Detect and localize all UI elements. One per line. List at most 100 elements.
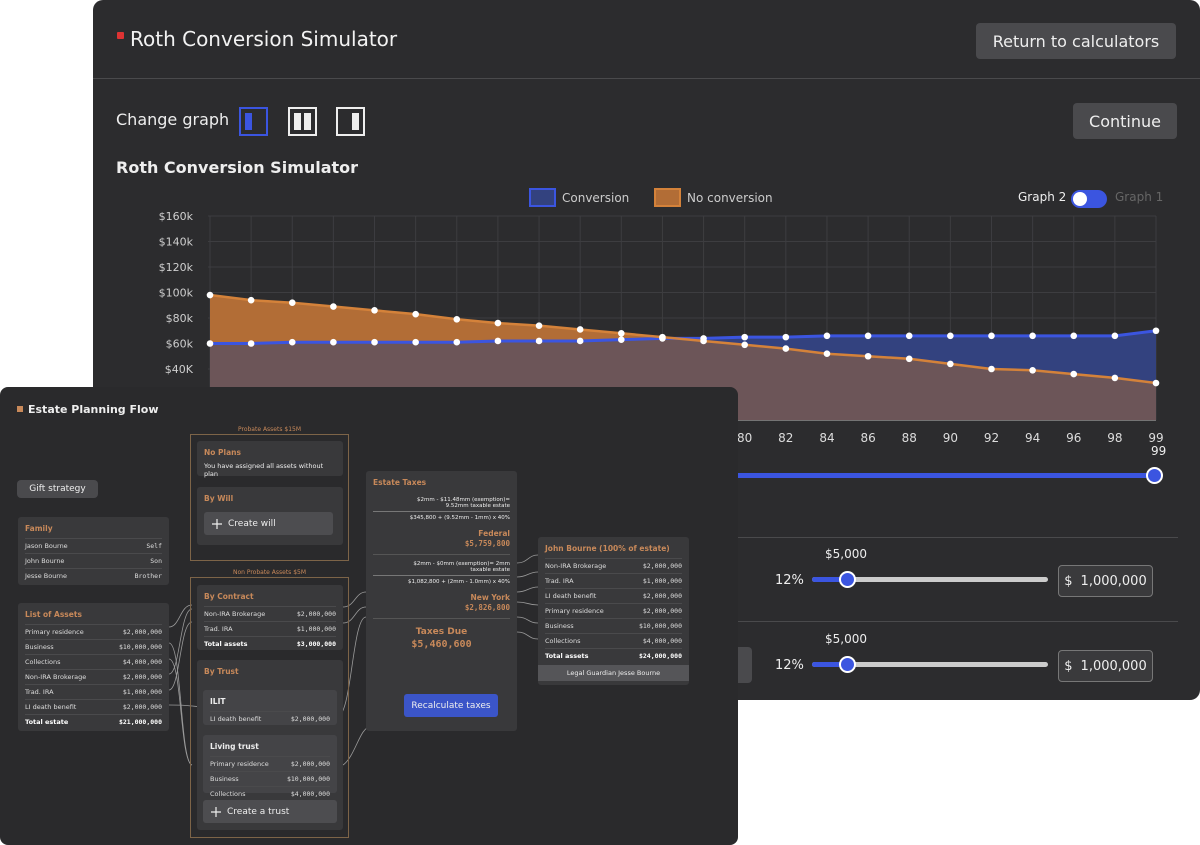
row: Primary residence $2,000,000 <box>25 624 162 639</box>
gift-strategy-button[interactable]: Gift strategy <box>17 480 98 498</box>
divider <box>738 537 1178 538</box>
cell: Son <box>150 557 162 565</box>
y-tick-label: $100k <box>159 287 194 300</box>
cell: $21,000,000 <box>118 718 162 726</box>
recalculate-button[interactable]: Recalculate taxes <box>404 694 498 717</box>
cell: Jason Bourne <box>25 542 68 550</box>
cell: Total assets <box>204 640 248 648</box>
x-tick-label: 80 <box>737 431 752 445</box>
cell: $2,000,000 <box>642 562 682 570</box>
cell: LI death benefit <box>25 703 77 711</box>
cell: $4,000,000 <box>122 658 162 666</box>
y-tick-label: $60k <box>166 338 194 351</box>
cell: Business <box>545 622 574 630</box>
window-title: Roth Conversion Simulator <box>130 27 398 51</box>
age-slider[interactable] <box>733 473 1155 478</box>
point <box>206 291 214 299</box>
slider-track[interactable] <box>812 662 1048 667</box>
change-graph-label: Change graph <box>116 110 230 129</box>
point <box>1152 379 1160 387</box>
slider-knob[interactable] <box>839 656 856 673</box>
point <box>741 341 748 349</box>
legend-swatch[interactable] <box>529 188 556 207</box>
x-tick-label: 90 <box>943 431 958 445</box>
point <box>741 333 748 341</box>
row: Non-IRA Brokerage $2,000,000 <box>25 669 162 684</box>
formula: $2mm - $11.48mm (exemption)= 9.52mm taxa… <box>373 497 510 512</box>
create-will-button[interactable]: Create will <box>204 512 333 535</box>
cell: LI death benefit <box>545 592 597 600</box>
x-tick-label: 99 <box>1148 431 1163 445</box>
legend-label: Conversion <box>562 191 629 205</box>
amount-input[interactable]: $1,000,000 <box>1058 565 1153 597</box>
age-slider-value: 99 <box>1151 444 1167 458</box>
group-label: Non Probate Assets $5M <box>232 569 307 576</box>
taxes-due-amount: $5,460,600 <box>411 639 472 650</box>
cell: Business <box>25 643 54 651</box>
row: Trad. IRA $1,000,000 <box>545 573 682 588</box>
return-button[interactable]: Return to calculators <box>976 23 1176 59</box>
rows: Primary residence $2,000,000 Business $10,0… <box>25 624 162 714</box>
x-tick-label: 84 <box>819 431 834 445</box>
brand-dot <box>17 406 23 412</box>
group-label: Probate Assets $15M <box>237 426 302 433</box>
point <box>288 338 296 346</box>
y-tick-label: $140k <box>159 236 194 249</box>
no-plans-card: No Plans You have assigned all assets wi… <box>197 441 343 478</box>
formula: $2mm - $0mm (exemption)= 2mm taxable est… <box>373 561 510 576</box>
panel-footer: Legal Guardian Jesse Bourne <box>538 665 689 681</box>
point <box>1111 374 1119 382</box>
tax-amount: $5,759,800 <box>373 539 510 555</box>
cell: $2,000,000 <box>642 592 682 600</box>
cell: $2,000,000 <box>122 628 162 636</box>
cell: $10,000,000 <box>118 643 162 651</box>
plus-icon <box>211 806 221 817</box>
graph-toggle[interactable] <box>1071 190 1107 208</box>
layout-split[interactable] <box>288 107 317 136</box>
y-tick-label: $40K <box>165 363 194 376</box>
point <box>1070 370 1078 378</box>
cell: Primary residence <box>210 760 269 768</box>
total-row: Total assets $24,000,000 <box>545 648 682 663</box>
row: LI death benefit $2,000,000 <box>545 588 682 603</box>
rate-label: 12% <box>775 658 804 673</box>
input-currency: $ <box>1064 573 1073 589</box>
point <box>1070 332 1078 340</box>
x-tick-label: 86 <box>860 431 875 445</box>
create-trust-button[interactable]: Create a trust <box>203 800 337 823</box>
chart-title: Roth Conversion Simulator <box>116 158 359 177</box>
by-contract-card: By Contract Non-IRA Brokerage $2,000,000 T… <box>197 585 343 650</box>
layout-single[interactable] <box>239 107 268 136</box>
row: Trad. IRA $1,000,000 <box>25 684 162 699</box>
row: LI death benefit $2,000,000 <box>25 699 162 714</box>
cell: $2,000,000 <box>642 607 682 615</box>
tax-label: New York <box>470 593 511 602</box>
total-row: Total assets $3,000,000 <box>204 636 336 651</box>
row: Business $10,000,000 <box>210 771 330 786</box>
cell: $4,000,000 <box>290 790 330 798</box>
row: Business $10,000,000 <box>25 639 162 654</box>
x-tick-label: 82 <box>778 431 793 445</box>
point <box>453 315 461 323</box>
layout-right[interactable] <box>336 107 365 136</box>
x-tick-label: 92 <box>984 431 999 445</box>
cell: Collections <box>545 637 581 645</box>
cell: Total assets <box>545 652 589 660</box>
row: Primary residence $2,000,000 <box>210 756 330 771</box>
continue-button[interactable]: Continue <box>1073 103 1177 139</box>
slider-track[interactable] <box>812 577 1048 582</box>
slider-knob[interactable] <box>839 571 856 588</box>
cell: $3,000,000 <box>296 640 336 648</box>
point <box>494 319 502 327</box>
card-heading: By Trust <box>204 667 239 676</box>
cell: Trad. IRA <box>204 625 233 633</box>
rate-label: 12% <box>775 573 804 588</box>
x-tick-label: 98 <box>1107 431 1122 445</box>
legend-swatch[interactable] <box>654 188 681 207</box>
cell: $2,000,000 <box>296 610 336 618</box>
amount-input[interactable]: $1,000,000 <box>1058 650 1153 682</box>
age-slider-knob[interactable] <box>1146 467 1163 484</box>
cell: $2,000,000 <box>290 715 330 723</box>
divider <box>738 621 1178 622</box>
tax-label: Federal <box>478 529 510 538</box>
